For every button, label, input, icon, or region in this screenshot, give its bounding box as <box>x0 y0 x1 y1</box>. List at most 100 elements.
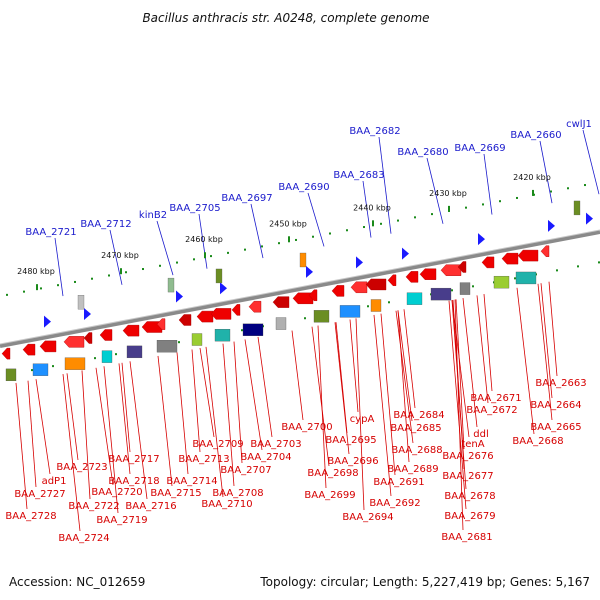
track-dot <box>115 353 117 355</box>
top-label-baa-2705[interactable]: BAA_2705 <box>169 203 220 214</box>
bottom-label-leader <box>67 373 78 460</box>
top-label-baa-2697[interactable]: BAA_2697 <box>221 193 272 204</box>
bottom-label-leader <box>36 379 50 474</box>
bottom-label-baa-2698[interactable]: BAA_2698 <box>307 468 358 479</box>
bottom-label-baa-2727[interactable]: BAA_2727 <box>14 489 65 500</box>
reverse-gene-arrow <box>249 301 261 312</box>
bottom-label-baa-2710[interactable]: BAA_2710 <box>201 499 252 510</box>
forward-feature-box <box>216 269 222 283</box>
bottom-label-adp1[interactable]: adP1 <box>42 476 67 487</box>
top-label-leader <box>484 154 492 215</box>
track-dot <box>6 294 8 296</box>
bottom-label-baa-2694[interactable]: BAA_2694 <box>342 512 393 523</box>
top-label-baa-2669[interactable]: BAA_2669 <box>454 143 505 154</box>
bottom-label-baa-2692[interactable]: BAA_2692 <box>369 498 420 509</box>
domain-box <box>431 288 451 300</box>
bottom-label-baa-2672[interactable]: BAA_2672 <box>466 405 517 416</box>
bottom-label-cypa[interactable]: cypA <box>350 414 375 425</box>
bottom-label-baa-2707[interactable]: BAA_2707 <box>220 465 271 476</box>
bottom-label-baa-2700[interactable]: BAA_2700 <box>281 422 332 433</box>
bottom-label-baa-2717[interactable]: BAA_2717 <box>108 454 159 465</box>
track-dot <box>125 271 127 273</box>
domain-box <box>494 276 509 288</box>
bottom-label-baa-2703[interactable]: BAA_2703 <box>250 439 301 450</box>
top-strand-labels: BAA_2721 BAA_2712 kinB2BAA_2705BAA_2697 BAA… <box>25 119 592 238</box>
bottom-label-baa-2681[interactable]: BAA_2681 <box>441 532 492 543</box>
reverse-gene-arrow <box>211 308 231 319</box>
track-dot <box>567 187 569 189</box>
forward-gene-arrow <box>44 316 51 328</box>
bottom-strand-labels: BAA_2663 BAA_2664 BAA_2665 BAA_2668 BAA_2671… <box>5 378 586 544</box>
reverse-gene-arrow <box>197 311 213 322</box>
bottom-label-baa-2665[interactable]: BAA_2665 <box>530 422 581 433</box>
bottom-label-baa-2689[interactable]: BAA_2689 <box>387 464 438 475</box>
bottom-label-baa-2668[interactable]: BAA_2668 <box>512 436 563 447</box>
track-dot <box>23 291 25 293</box>
bottom-label-baa-2678[interactable]: BAA_2678 <box>444 491 495 502</box>
bottom-label-leader <box>82 370 90 499</box>
top-label-leader <box>251 204 263 258</box>
bottom-label-baa-2723[interactable]: BAA_2723 <box>56 462 107 473</box>
top-label-baa-2683[interactable]: BAA_2683 <box>333 170 384 181</box>
kbp-tick-mark <box>372 220 374 226</box>
kbp-tick-label: 2480 kbp <box>17 267 55 276</box>
track-dot <box>261 245 263 247</box>
bottom-label-baa-2722[interactable]: BAA_2722 <box>68 501 119 512</box>
bottom-label-leader <box>404 309 415 408</box>
top-label-baa-2680[interactable]: BAA_2680 <box>397 147 448 158</box>
kbp-tick-mark <box>288 236 290 242</box>
bottom-label-baa-2704[interactable]: BAA_2704 <box>240 452 291 463</box>
bottom-label-baa-2664[interactable]: BAA_2664 <box>530 400 581 411</box>
bottom-label-baa-2708[interactable]: BAA_2708 <box>212 488 263 499</box>
top-label-baa-2721[interactable]: BAA_2721 <box>25 227 76 238</box>
bottom-label-baa-2718[interactable]: BAA_2718 <box>108 476 159 487</box>
track-dot <box>363 226 365 228</box>
bottom-label-baa-2685[interactable]: BAA_2685 <box>390 423 441 434</box>
reverse-gene-arrow <box>420 269 436 280</box>
bottom-label-leader <box>28 381 36 487</box>
reverse-gene-arrow <box>502 253 518 264</box>
bottom-label-baa-2724[interactable]: BAA_2724 <box>58 533 109 544</box>
bottom-label-baa-2699[interactable]: BAA_2699 <box>304 490 355 501</box>
track-dot <box>482 203 484 205</box>
bottom-label-baa-2684[interactable]: BAA_2684 <box>393 410 444 421</box>
kbp-tick-label: 2470 kbp <box>101 251 139 260</box>
bottom-label-baa-2715[interactable]: BAA_2715 <box>150 488 201 499</box>
kbp-tick-label: 2420 kbp <box>513 173 551 182</box>
track-dot <box>241 329 243 331</box>
bottom-label-baa-2709[interactable]: BAA_2709 <box>192 439 243 450</box>
kbp-tick-mark <box>204 252 206 258</box>
top-label-baa-2712[interactable]: BAA_2712 <box>80 219 131 230</box>
bottom-label-baa-2663[interactable]: BAA_2663 <box>535 378 586 389</box>
top-label-kinb2[interactable]: kinB2 <box>139 210 167 221</box>
top-label-baa-2660[interactable]: BAA_2660 <box>510 130 561 141</box>
bottom-label-tena[interactable]: tenA <box>461 439 484 450</box>
bottom-label-baa-2719[interactable]: BAA_2719 <box>96 515 147 526</box>
bottom-label-baa-2677[interactable]: BAA_2677 <box>442 471 493 482</box>
top-label-baa-2682[interactable]: BAA_2682 <box>349 126 400 137</box>
track-dot <box>367 305 369 307</box>
bottom-label-baa-2713[interactable]: BAA_2713 <box>178 454 229 465</box>
bottom-label-baa-2696[interactable]: BAA_2696 <box>327 456 378 467</box>
bottom-label-baa-2716[interactable]: BAA_2716 <box>125 501 176 512</box>
top-label-baa-2690[interactable]: BAA_2690 <box>278 182 329 193</box>
track-dot <box>40 287 42 289</box>
bottom-label-baa-2676[interactable]: BAA_2676 <box>442 451 493 462</box>
bottom-label-baa-2691[interactable]: BAA_2691 <box>373 477 424 488</box>
kbp-tick-label: 2440 kbp <box>353 203 391 212</box>
bottom-label-baa-2679[interactable]: BAA_2679 <box>444 511 495 522</box>
top-label-cwlj1[interactable]: cwlJ1 <box>566 119 592 130</box>
reverse-gene-arrow <box>541 246 549 257</box>
domain-box <box>276 318 286 330</box>
bottom-label-baa-2714[interactable]: BAA_2714 <box>166 476 217 487</box>
bottom-label-baa-2720[interactable]: BAA_2720 <box>91 487 142 498</box>
track-dot <box>244 249 246 251</box>
bottom-label-baa-2728[interactable]: BAA_2728 <box>5 511 56 522</box>
bottom-label-baa-2671[interactable]: BAA_2671 <box>470 393 521 404</box>
bottom-label-baa-2695[interactable]: BAA_2695 <box>325 435 376 446</box>
bottom-label-leader <box>549 282 557 376</box>
track-dot <box>74 281 76 283</box>
bottom-label-baa-2688[interactable]: BAA_2688 <box>391 445 442 456</box>
track-dot <box>380 223 382 225</box>
forward-gene-arrow <box>402 248 409 260</box>
